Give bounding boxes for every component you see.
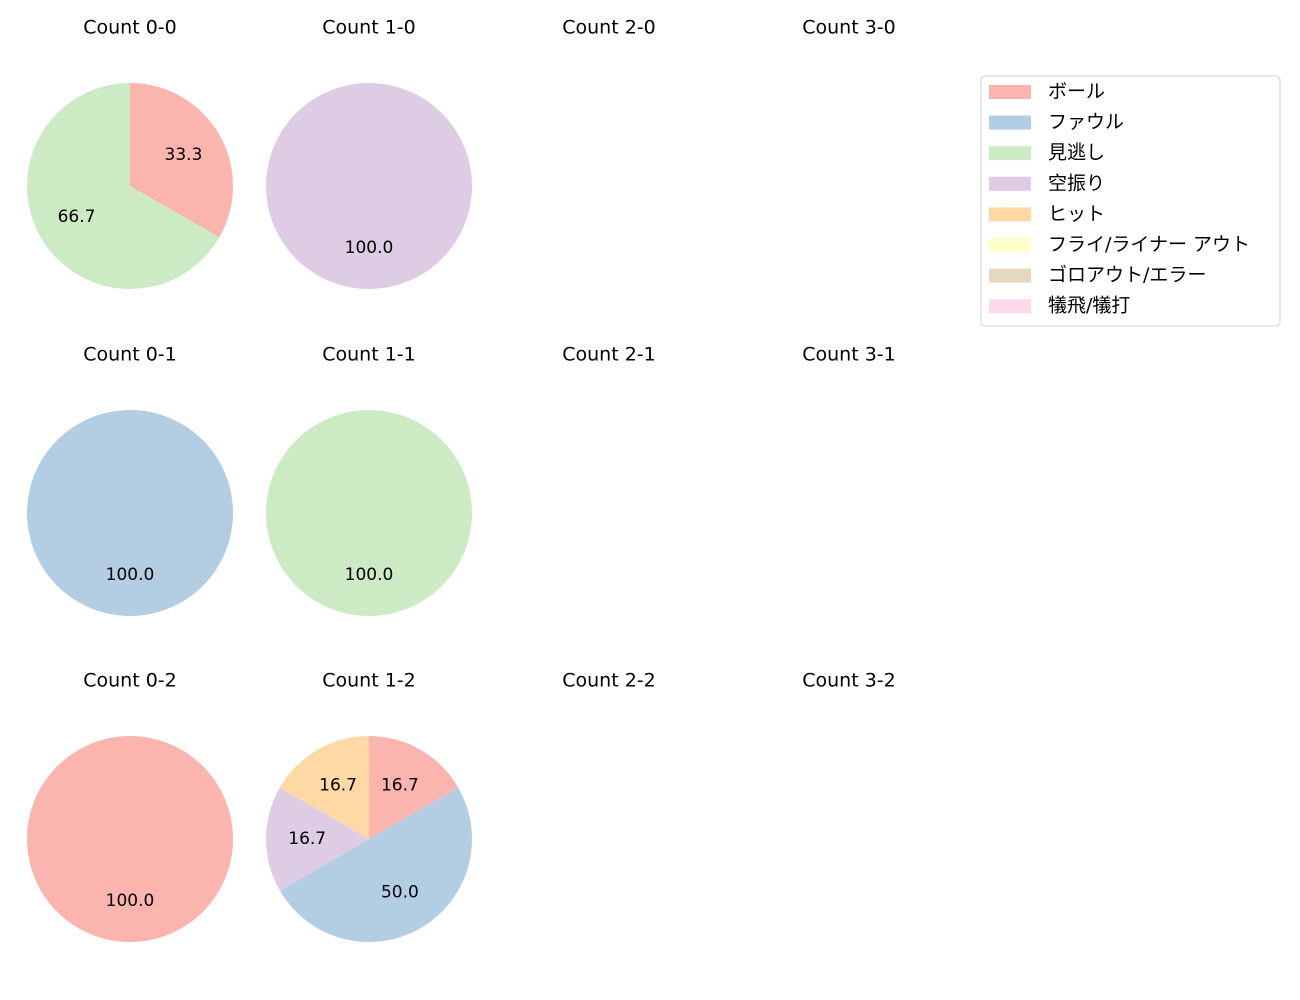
pie-title: Count 3-2	[802, 670, 896, 692]
legend-swatch	[989, 238, 1031, 252]
pie-title: Count 1-1	[322, 344, 416, 366]
slice-value-label: 100.0	[106, 565, 155, 585]
pie-panel: Count 1-1 100.0	[266, 344, 472, 616]
pie-panel: Count 1-0 100.0	[266, 17, 472, 289]
legend-swatch	[989, 268, 1031, 283]
legend-label: 犠飛/犠打	[1048, 295, 1130, 317]
slice-value-label: 100.0	[345, 238, 394, 258]
slice-value-label: 16.7	[288, 829, 326, 849]
pie-slice	[369, 736, 459, 839]
pie-slice	[27, 83, 220, 290]
pie-panel: Count 0-0 33.3 66.7	[27, 17, 234, 290]
legend-label: 見逃し	[1048, 142, 1105, 164]
pie-slice	[27, 410, 233, 616]
pie-panel: Count 2-2	[562, 670, 656, 692]
legend-label: フライ/ライナー アウト	[1048, 234, 1250, 256]
pie-panel: Count 3-1	[802, 344, 896, 366]
legend-swatch	[989, 115, 1031, 130]
pie-title: Count 3-0	[802, 17, 896, 39]
pie-title: Count 1-0	[322, 17, 416, 39]
pie-title: Count 0-2	[83, 670, 177, 692]
legend-swatch	[989, 146, 1031, 161]
pie-title: Count 3-1	[802, 344, 896, 366]
pie-slice	[266, 787, 369, 891]
slice-value-label: 33.3	[165, 145, 203, 165]
legend-frame	[980, 75, 1281, 327]
legend-label: ヒット	[1048, 203, 1105, 225]
pie-title: Count 0-0	[83, 17, 177, 39]
legend-label: ゴロアウト/エラー	[1048, 264, 1206, 286]
pie-title: Count 1-2	[322, 670, 416, 692]
pie-title: Count 2-0	[562, 17, 656, 39]
pie-title: Count 2-2	[562, 670, 656, 692]
slice-value-label: 66.7	[58, 207, 96, 227]
pie-slice	[130, 83, 234, 238]
slice-value-label: 100.0	[106, 891, 155, 911]
pie-panels: Count 0-0 33.3 66.7 Count 1-0 100.0 Count 2-0…	[27, 17, 896, 943]
legend-swatch	[989, 207, 1031, 222]
legend-label: ボール	[1048, 81, 1105, 103]
pie-slice	[279, 787, 473, 943]
pie-title: Count 0-1	[83, 344, 177, 366]
slice-value-label: 16.7	[319, 775, 357, 795]
pie-panel: Count 2-1	[562, 344, 656, 366]
pie-slice	[266, 83, 472, 289]
pie-panel: Count 3-0	[802, 17, 896, 39]
pie-panel: Count 0-2 100.0	[27, 670, 233, 942]
legend-swatch	[989, 176, 1031, 191]
pie-slice	[266, 410, 472, 616]
legend-label: 空振り	[1048, 172, 1105, 194]
pie-panel: Count 1-2 16.7 50.0 16.7 16.7	[266, 670, 473, 943]
pie-slice	[279, 736, 369, 839]
pie-slice	[27, 736, 233, 942]
pie-title: Count 2-1	[562, 344, 656, 366]
pie-panel: Count 3-2	[802, 670, 896, 692]
legend-swatch	[989, 85, 1031, 99]
slice-value-label: 100.0	[345, 565, 394, 585]
slice-value-label: 16.7	[381, 775, 419, 795]
pie-panel: Count 2-0	[562, 17, 656, 39]
legend-label: ファウル	[1048, 111, 1124, 133]
legend-swatch	[989, 299, 1031, 314]
pie-panel: Count 0-1 100.0	[27, 344, 233, 616]
slice-value-label: 50.0	[381, 883, 419, 903]
